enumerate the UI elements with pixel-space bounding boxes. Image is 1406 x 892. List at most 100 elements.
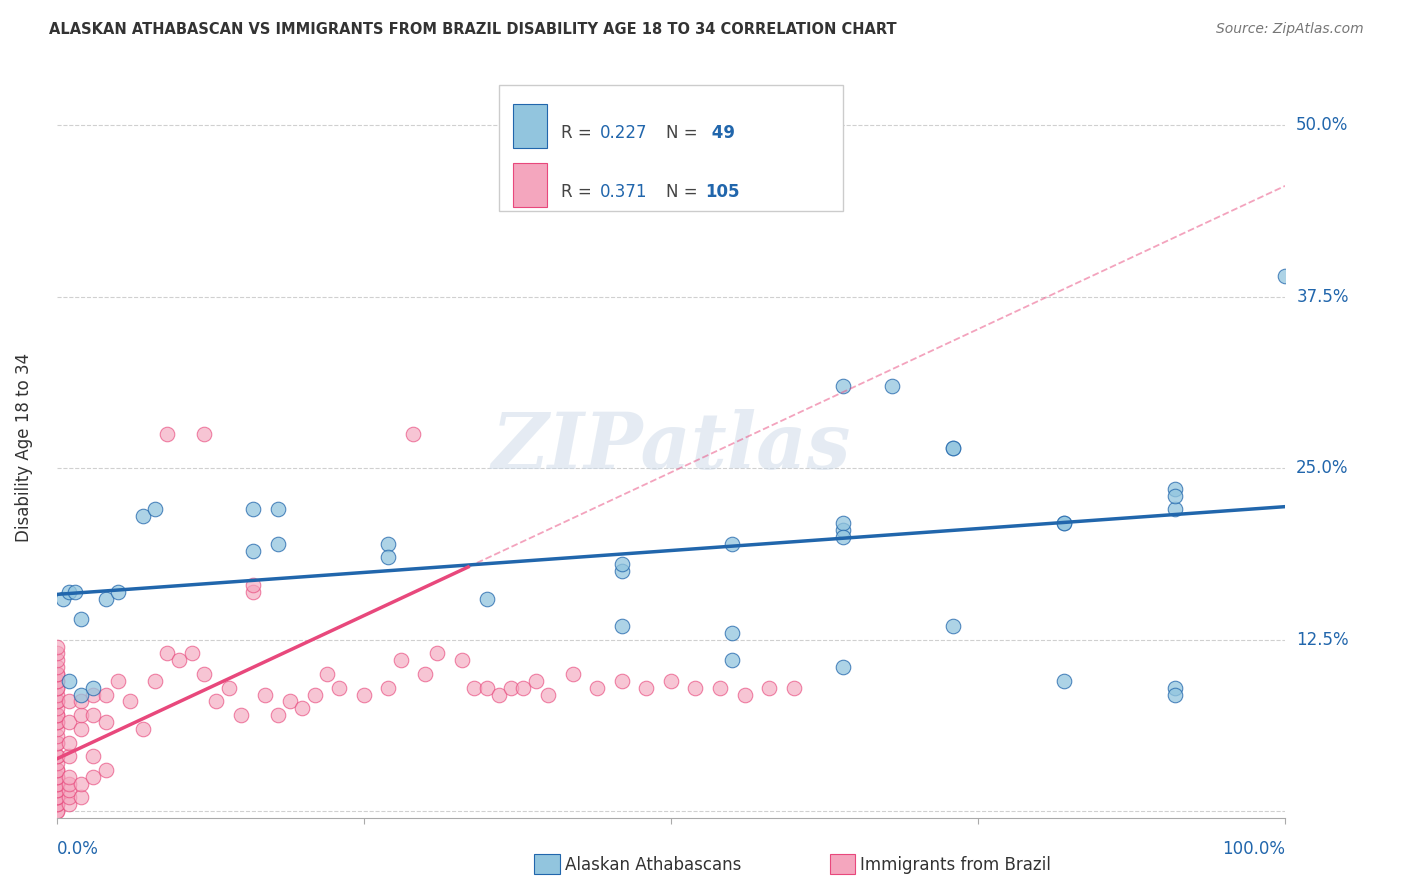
Point bbox=[229, 708, 252, 723]
Point bbox=[831, 530, 853, 544]
Text: ALASKAN ATHABASCAN VS IMMIGRANTS FROM BRAZIL DISABILITY AGE 18 TO 34 CORRELATION: ALASKAN ATHABASCAN VS IMMIGRANTS FROM BR… bbox=[49, 22, 897, 37]
Text: 0.0%: 0.0% bbox=[56, 840, 98, 858]
Point bbox=[82, 688, 104, 702]
Point bbox=[315, 667, 337, 681]
Point bbox=[45, 783, 67, 797]
Point bbox=[377, 681, 399, 695]
Point bbox=[94, 591, 117, 606]
Text: Source: ZipAtlas.com: Source: ZipAtlas.com bbox=[1216, 22, 1364, 37]
Point bbox=[70, 790, 93, 805]
Point bbox=[1053, 516, 1076, 530]
Point bbox=[218, 681, 240, 695]
Point bbox=[402, 427, 425, 442]
Point bbox=[942, 441, 965, 455]
Point bbox=[45, 735, 67, 749]
Point bbox=[58, 770, 80, 784]
Text: 12.5%: 12.5% bbox=[1296, 631, 1348, 648]
Text: ZIPatlas: ZIPatlas bbox=[491, 409, 851, 486]
Point bbox=[58, 694, 80, 708]
Point bbox=[45, 653, 67, 667]
Point bbox=[107, 673, 129, 688]
Point bbox=[586, 681, 609, 695]
Point bbox=[107, 584, 129, 599]
Point bbox=[610, 673, 633, 688]
Point bbox=[45, 804, 67, 818]
Point bbox=[94, 714, 117, 729]
Point bbox=[1163, 489, 1185, 503]
Point bbox=[82, 681, 104, 695]
Point bbox=[831, 379, 853, 393]
Point bbox=[758, 681, 780, 695]
Point bbox=[610, 619, 633, 633]
Point bbox=[45, 681, 67, 695]
Point bbox=[831, 660, 853, 674]
Point bbox=[45, 763, 67, 777]
Point bbox=[82, 708, 104, 723]
Point bbox=[242, 578, 264, 592]
Point bbox=[143, 502, 166, 516]
Point bbox=[58, 777, 80, 791]
Text: 100.0%: 100.0% bbox=[1222, 840, 1285, 858]
Point bbox=[45, 673, 67, 688]
Point bbox=[413, 667, 436, 681]
Point bbox=[70, 612, 93, 626]
Point bbox=[328, 681, 350, 695]
Point bbox=[45, 749, 67, 764]
Point bbox=[451, 653, 474, 667]
Point bbox=[45, 688, 67, 702]
Point bbox=[1274, 269, 1296, 284]
Point bbox=[45, 729, 67, 743]
Point bbox=[942, 441, 965, 455]
Text: 0.371: 0.371 bbox=[600, 183, 648, 201]
Point bbox=[659, 673, 682, 688]
Point bbox=[463, 681, 485, 695]
Text: 37.5%: 37.5% bbox=[1296, 288, 1348, 306]
Point bbox=[45, 797, 67, 812]
Text: N =: N = bbox=[666, 183, 703, 201]
Text: 0.227: 0.227 bbox=[600, 124, 648, 142]
Point bbox=[131, 722, 153, 736]
Point bbox=[267, 502, 290, 516]
Point bbox=[58, 749, 80, 764]
Point bbox=[45, 708, 67, 723]
Point bbox=[267, 536, 290, 550]
Text: R =: R = bbox=[561, 183, 596, 201]
Point bbox=[180, 646, 202, 660]
Point bbox=[70, 777, 93, 791]
Point bbox=[45, 660, 67, 674]
Point bbox=[610, 558, 633, 572]
Point bbox=[52, 591, 75, 606]
Point bbox=[193, 667, 215, 681]
Point bbox=[45, 708, 67, 723]
Point bbox=[45, 777, 67, 791]
Point bbox=[610, 564, 633, 578]
Point bbox=[475, 591, 498, 606]
Point bbox=[58, 783, 80, 797]
Point bbox=[389, 653, 412, 667]
Point bbox=[1163, 482, 1185, 496]
Point bbox=[45, 667, 67, 681]
Point bbox=[721, 653, 744, 667]
Point bbox=[783, 681, 806, 695]
Point bbox=[475, 681, 498, 695]
Point bbox=[45, 783, 67, 797]
Point bbox=[120, 694, 142, 708]
Point bbox=[58, 790, 80, 805]
Point bbox=[45, 804, 67, 818]
Point bbox=[70, 722, 93, 736]
Point bbox=[45, 756, 67, 770]
Point bbox=[193, 427, 215, 442]
Point bbox=[58, 714, 80, 729]
Point bbox=[45, 777, 67, 791]
Point bbox=[537, 688, 560, 702]
Point bbox=[377, 536, 399, 550]
Y-axis label: Disability Age 18 to 34: Disability Age 18 to 34 bbox=[15, 353, 32, 542]
Point bbox=[242, 543, 264, 558]
Point bbox=[242, 502, 264, 516]
Point bbox=[636, 681, 658, 695]
Point bbox=[242, 584, 264, 599]
Point bbox=[304, 688, 326, 702]
Point bbox=[1053, 673, 1076, 688]
Point bbox=[45, 790, 67, 805]
Point bbox=[143, 673, 166, 688]
